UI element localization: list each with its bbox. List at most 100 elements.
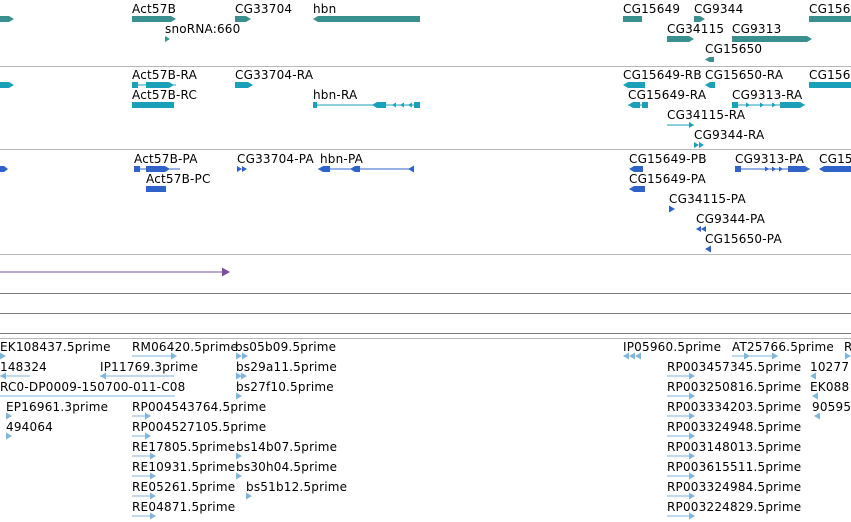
est-label[interactable]: RP003334203.5prime [667,400,802,414]
transcript-label-hbn-ra[interactable]: hbn-RA [313,88,358,102]
est-label[interactable]: RE10931.5prime [132,460,236,474]
est-label[interactable]: RP003250816.5prime [667,380,802,394]
transcript-label-cg9344-ra[interactable]: CG9344-RA [694,128,765,142]
transcript-glyph-cg15649-rb[interactable] [623,82,645,88]
est-label[interactable]: 494064 [6,420,54,434]
est-glyph[interactable] [744,352,750,360]
est-label[interactable]: EK108437.5prime [0,340,111,354]
est-glyph[interactable] [236,372,242,380]
est-glyph[interactable] [689,372,695,380]
protein-label-cg15650-pa[interactable]: CG15650-PA [705,232,782,246]
gene-label-cg9313[interactable]: CG9313 [732,22,782,36]
protein-exon-hbn-pa[interactable] [408,165,414,173]
est-glyph[interactable] [0,372,6,380]
transcript-label-cg156-truncated[interactable]: CG156 [809,68,851,82]
protein-glyph-cg15650-pa[interactable] [705,245,711,253]
transcript-strand-arrow[interactable] [392,102,396,108]
transcript-glyph-cg34115-ra[interactable] [689,122,694,128]
protein-glyph-cg9344-pa[interactable] [696,226,701,232]
est-glyph[interactable] [150,492,156,500]
est-glyph[interactable] [236,352,242,360]
protein-label-cg15-truncated[interactable]: CG15 [819,152,851,166]
transcript-glyph-cg9344-ra[interactable] [699,142,704,148]
gene-glyph-cg15649[interactable] [623,16,642,22]
gene-label-cg33704[interactable]: CG33704 [235,2,293,16]
protein-glyph-cg33704-pa[interactable] [237,166,242,172]
est-glyph[interactable] [689,452,695,460]
protein-glyph-cg33704-pa[interactable] [242,166,247,172]
est-glyph[interactable] [845,352,851,360]
transcript-label-cg15650-ra[interactable]: CG15650-RA [705,68,784,82]
transcript-strand-arrow[interactable] [772,102,776,108]
protein-exon-cg9313-pa[interactable] [788,166,810,172]
gene-label-snorna660[interactable]: snoRNA:660 [165,22,241,36]
est-label-truncated[interactable]: 90595 [812,400,851,414]
transcript-label-cg33704-ra[interactable]: CG33704-RA [235,68,314,82]
protein-exon-cg9313-pa[interactable] [735,166,741,172]
est-glyph[interactable] [100,372,106,380]
protein-label-act57b-pa[interactable]: Act57B-PA [134,152,198,166]
est-glyph[interactable] [689,392,695,400]
est-glyph[interactable] [241,372,247,380]
protein-exon-act57b-pa[interactable] [134,166,140,172]
transcript-glyph-act57b-rc[interactable] [132,102,174,108]
protein-label-cg9313-pa[interactable]: CG9313-PA [735,152,805,166]
est-label[interactable]: bs51b12.5prime [246,480,348,494]
est-glyph[interactable] [6,432,12,440]
transcript-glyph-cg33704-ra[interactable] [235,82,253,88]
est-label[interactable]: IP05960.5prime [623,340,722,354]
transcript-exon-hbn-ra[interactable] [313,102,317,108]
gene-glyph-cg9313[interactable] [732,36,812,42]
est-glyph[interactable] [246,492,252,500]
est-label[interactable]: EP16961.3prime [6,400,109,414]
protein-glyph-act57b-pc[interactable] [146,186,166,192]
est-label[interactable]: RP004527105.5prime [132,420,267,434]
transcript-label-act57b-rc[interactable]: Act57B-RC [132,88,198,102]
transcript-glyph-act57b-ra[interactable] [146,82,174,88]
est-label[interactable]: RE05261.5prime [132,480,236,494]
transcript-strand-arrow[interactable] [408,102,412,108]
est-label[interactable]: RP003457345.5prime [667,360,802,374]
protein-label-cg34115-pa[interactable]: CG34115-PA [669,192,746,206]
protein-glyph-act57b-pa[interactable] [146,166,170,172]
transcript-exon-cg15649-ra[interactable] [642,102,648,108]
est-glyph[interactable] [236,452,242,460]
gene-label-cg9344[interactable]: CG9344 [694,2,744,16]
protein-glyph-cg15[interactable] [819,166,851,172]
protein-glyph-cg34115-pa[interactable] [669,205,675,213]
transcript-label-cg9313-ra[interactable]: CG9313-RA [732,88,803,102]
transcript-strand-arrow[interactable] [760,102,764,108]
est-label[interactable]: RP004543764.5prime [132,400,267,414]
transcript-glyph-cg9344-ra[interactable] [694,142,699,148]
protein-label-act57b-pc[interactable]: Act57B-PC [146,172,211,186]
est-glyph[interactable] [145,412,151,420]
est-glyph[interactable] [145,432,151,440]
est-label[interactable]: RM06420.5prime [132,340,239,354]
transcript-glyph-cg156[interactable] [809,82,851,88]
est-glyph[interactable] [0,352,6,360]
est-label[interactable]: bs14b07.5prime [236,440,338,454]
protein-label-hbn-pa[interactable]: hbn-PA [320,152,364,166]
gene-label-cg15650[interactable]: CG15650 [705,42,763,56]
transcript-glyph-cg15649-ra[interactable] [628,102,640,108]
transcript-exon-cg9313-ra[interactable] [780,102,805,108]
transcript-exon-hbn-ra[interactable] [372,102,386,108]
protein-glyph-cg9344-pa[interactable] [701,226,706,232]
transcript-exon-cg9313-ra[interactable] [732,102,738,108]
est-glyph[interactable] [623,352,629,360]
est-label[interactable]: RE17805.5prime [132,440,236,454]
est-glyph[interactable] [6,412,12,420]
gene-glyph-cg34115[interactable] [667,36,694,42]
est-label[interactable]: bs27f10.5prime [236,380,334,394]
est-glyph[interactable] [635,352,641,360]
protein-glyph-cg15649-pa[interactable] [629,186,645,192]
gene-glyph-cg9344[interactable] [694,16,705,22]
gene-glyph-hbn[interactable] [313,16,420,22]
transcript-strand-arrow[interactable] [400,102,404,108]
gene-glyph[interactable] [0,16,14,22]
est-glyph[interactable] [772,352,778,360]
est-label-truncated[interactable]: EK088 [810,380,850,394]
protein-label-cg9344-pa[interactable]: CG9344-PA [696,212,766,226]
gene-label-cg156-truncated[interactable]: CG156 [809,2,851,16]
est-label[interactable]: RP003324984.5prime [667,480,802,494]
